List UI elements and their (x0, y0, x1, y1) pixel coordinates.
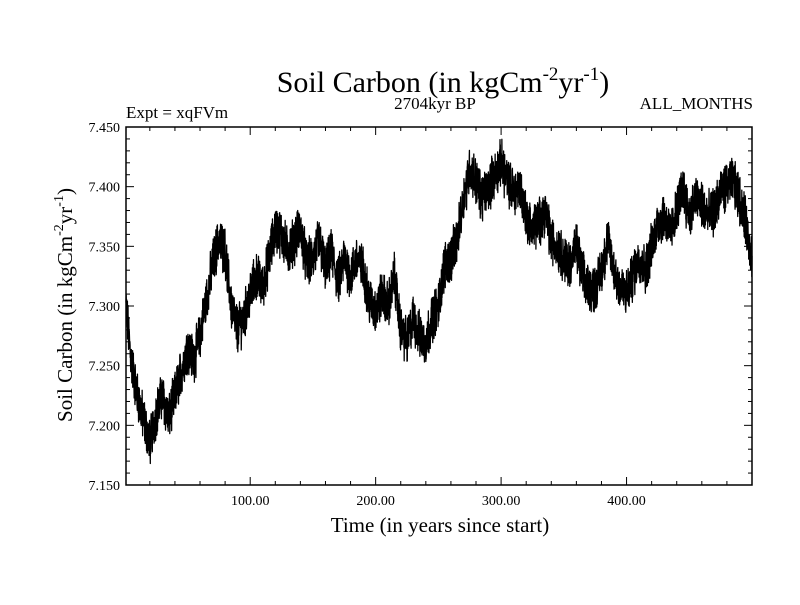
x-tick-label: 200.00 (356, 494, 395, 509)
y-tick-label: 7.150 (89, 479, 121, 494)
chart-title: Soil Carbon (in kgCm-2yr-1) (277, 64, 610, 99)
x-tick-label: 300.00 (482, 494, 521, 509)
y-tick-label: 7.250 (89, 360, 121, 375)
x-axis-label: Time (in years since start) (331, 513, 550, 537)
y-axis-label: Soil Carbon (in kgCm-2yr-1) (52, 188, 77, 422)
series-layer (125, 138, 753, 465)
y-tick-label: 7.450 (89, 121, 121, 136)
y-tick-label: 7.200 (89, 419, 121, 434)
months-label: ALL_MONTHS (640, 94, 753, 113)
series-line (125, 138, 753, 465)
period-label: 2704kyr BP (394, 94, 476, 113)
x-tick-label: 100.00 (231, 494, 270, 509)
y-tick-label: 7.400 (89, 181, 121, 196)
experiment-label: Expt = xqFVm (126, 103, 228, 122)
y-tick-label: 7.300 (89, 300, 121, 315)
y-tick-label: 7.350 (89, 240, 121, 255)
plot-frame (125, 126, 753, 486)
ticks-layer: 7.150 7.200 7.250 7.300 7.350 7.400 7.450 100.0… (89, 121, 752, 509)
x-tick-label: 400.00 (607, 494, 646, 509)
